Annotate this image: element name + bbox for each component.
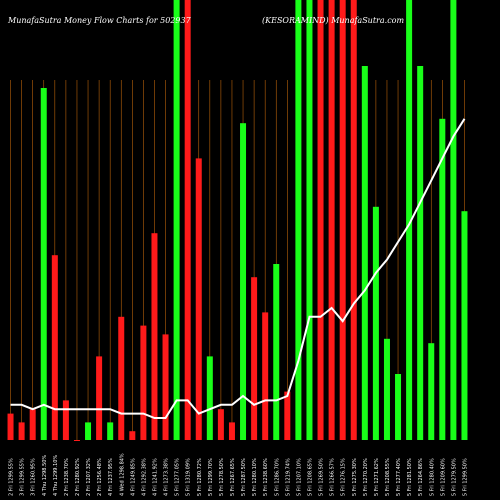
x-tick-label: 5 Fri 1219.74% <box>285 458 291 496</box>
bar-18 <box>195 158 202 440</box>
x-tick-label: 5 Fri 1267.65% <box>230 458 236 496</box>
x-tick-label: 5 Fri 1299.70% <box>208 458 214 496</box>
bar-31 <box>339 0 346 440</box>
bar-1 <box>7 413 14 440</box>
x-tick-label: 4 Wed 1298.84% <box>119 453 125 496</box>
bar-11 <box>118 316 125 440</box>
x-tick-label: 5 Fri 1279.50% <box>451 458 457 496</box>
bar-13 <box>140 325 147 440</box>
x-tick-label: 5 Fri 1266.57% <box>330 458 336 496</box>
x-tick-label: 4 Thu 1299.10% <box>53 455 59 496</box>
x-tick-label: 2 Fri 1238.70% <box>64 458 70 496</box>
bar-24 <box>262 312 269 440</box>
bar-22 <box>240 123 247 440</box>
x-tick-label: 5 Fri 1280.72% <box>197 458 203 496</box>
bar-25 <box>273 264 280 440</box>
bar-23 <box>251 277 258 440</box>
x-tick-label: 2 Fri 1299.55% <box>9 458 15 496</box>
x-tick-label: 4 Fri 1241.92% <box>152 458 158 496</box>
x-tick-label: 5 Fri 1286.70% <box>274 458 280 496</box>
bar-8 <box>85 422 92 440</box>
bar-21 <box>228 422 235 440</box>
x-tick-label: 5 Fri 1238.60% <box>263 458 269 496</box>
bar-38 <box>417 66 424 440</box>
chart-subtitle: (KESORAMIND) MunafaSutra.com <box>262 16 404 25</box>
x-axis-labels: 2 Fri 1299.55% 3 Fri 1299.55% 3 Fri 1260.9… <box>9 453 469 496</box>
bar-3 <box>29 409 36 440</box>
x-tick-label: 5 Fri 1276.15% <box>341 458 347 496</box>
x-tick-label: 4 Fri 1292.38% <box>141 458 147 496</box>
bar-42 <box>461 211 468 440</box>
bar-12 <box>129 431 136 440</box>
bar-19 <box>206 356 213 440</box>
bar-41 <box>450 0 457 440</box>
x-tick-label: 5 Fri 1280.40% <box>429 458 435 496</box>
x-tick-label: 5 Fri 1277.05% <box>175 458 181 496</box>
x-tick-label: 5 Fri 1319.09% <box>186 458 192 496</box>
bar-15 <box>162 334 169 440</box>
x-tick-label: 5 Fri 1278.50% <box>219 458 225 496</box>
bar-14 <box>151 233 158 440</box>
bar-32 <box>350 0 357 440</box>
bar-9 <box>96 356 103 440</box>
x-tick-label: 3 Fri 1260.95% <box>31 458 37 496</box>
x-tick-label: 2 Fri 1207.32% <box>86 458 92 496</box>
x-tick-label: 5 Fri 1277.40% <box>396 458 402 496</box>
bar-10 <box>107 422 114 440</box>
bar-37 <box>406 0 413 440</box>
money-flow-line <box>10 118 466 419</box>
bar-16 <box>173 0 180 440</box>
bar-30 <box>328 0 335 440</box>
bar-40 <box>439 118 446 441</box>
bar-6 <box>62 400 69 440</box>
x-tick-label: 5 Fri 1264.86% <box>418 458 424 496</box>
bar-2 <box>18 422 25 440</box>
x-tick-label: 5 Fri 1208.55% <box>385 458 391 496</box>
x-tick-label: 4 Fri 1273.38% <box>164 458 170 496</box>
bar-20 <box>217 409 224 440</box>
bar-29 <box>317 0 324 440</box>
bar-5 <box>51 255 58 440</box>
bar-26 <box>284 391 291 440</box>
x-tick-label: 4 Fri 1237.95% <box>108 458 114 496</box>
bar-7 <box>73 440 80 441</box>
bar-36 <box>395 374 402 440</box>
bar-39 <box>428 343 435 440</box>
x-tick-label: 5 Fri 1275.30% <box>352 458 358 496</box>
x-tick-label: 5 Fri 1281.50% <box>407 458 413 496</box>
bar-4 <box>40 88 47 440</box>
bar-34 <box>372 206 379 440</box>
bars <box>7 0 468 441</box>
x-tick-label: 2 Fri 1280.92% <box>75 458 81 496</box>
x-tick-label: 5 Fri 1208.65% <box>307 458 313 496</box>
x-tick-label: 4 Thu 1298.50% <box>42 455 48 496</box>
x-tick-label: 5 Fri 1269.50% <box>319 458 325 496</box>
bar-33 <box>361 66 368 440</box>
bar-28 <box>306 0 313 440</box>
bar-17 <box>184 0 191 440</box>
bar-27 <box>295 0 302 440</box>
x-tick-label: 4 Fri 1249.85% <box>130 458 136 496</box>
x-tick-label: 5 Fri 1280.10% <box>252 458 258 496</box>
bar-35 <box>383 338 390 440</box>
x-tick-label: 5 Fri 1287.50% <box>241 458 247 496</box>
x-tick-label: 5 Fri 1207.10% <box>296 458 302 496</box>
x-tick-label: 5 Fri 1209.60% <box>440 458 446 496</box>
x-tick-label: 5 Fri 1299.50% <box>462 458 468 496</box>
x-tick-label: 3 Fri 1299.55% <box>20 458 26 496</box>
x-tick-label: 5 Fri 1271.62% <box>374 458 380 496</box>
chart-title: MunafaSutra Money Flow Charts for 502937 <box>7 16 192 25</box>
x-tick-label: 5 Fri 1270.20% <box>363 458 369 496</box>
x-tick-label: 2 Fri 1256.48% <box>97 458 103 496</box>
